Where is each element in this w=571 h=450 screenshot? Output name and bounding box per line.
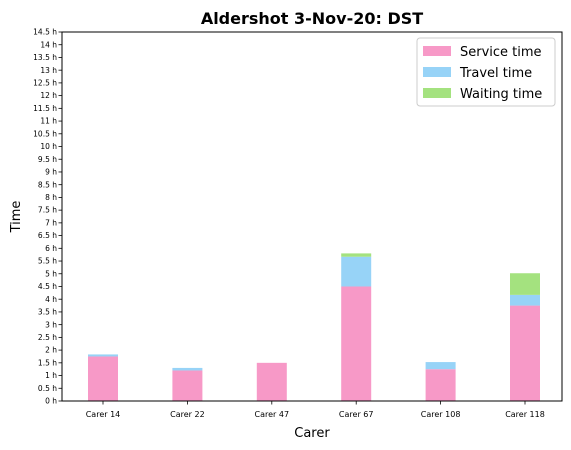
- bar-segment: [425, 362, 456, 370]
- bar-segment: [172, 370, 203, 401]
- y-tick-label: 5 h: [45, 269, 57, 278]
- y-tick-label: 9 h: [45, 168, 57, 177]
- y-axis-ticks: 0 h 0.5 h 1 h 1.5 h 2 h 2.5 h 3 h 3.5 h 4 h 4.5 h…: [33, 28, 62, 406]
- y-tick-label: 3.5 h: [38, 308, 57, 317]
- y-tick-label: 1 h: [45, 371, 57, 380]
- plot-frame: [61, 31, 563, 402]
- y-tick-label: 4 h: [45, 295, 57, 304]
- bar-segment: [88, 356, 118, 401]
- y-tick-label: 0.5 h: [38, 384, 57, 393]
- y-tick-label: 6 h: [45, 244, 57, 253]
- chart-title: Aldershot 3-Nov-20: DST: [201, 9, 423, 28]
- x-axis-ticks: Carer 14 Carer 22 Carer 47 Carer 67 Carer 10…: [86, 401, 545, 419]
- x-tick-label: Carer 47: [255, 410, 290, 419]
- x-axis-label: Carer: [294, 426, 330, 441]
- x-tick-label: Carer 67: [339, 410, 374, 419]
- y-tick-label: 11.5 h: [33, 104, 57, 113]
- y-tick-label: 4.5 h: [38, 282, 57, 291]
- y-tick-label: 2.5 h: [38, 333, 57, 342]
- y-tick-label: 0 h: [45, 397, 57, 406]
- bar-segment: [510, 305, 540, 401]
- y-tick-label: 12.5 h: [33, 78, 57, 87]
- y-tick-label: 14.5 h: [33, 28, 57, 37]
- y-tick-label: 5.5 h: [38, 257, 57, 266]
- x-tick-label: Carer 118: [505, 410, 545, 419]
- y-axis-label: Time: [9, 201, 24, 234]
- y-tick-label: 7 h: [45, 218, 57, 227]
- y-tick-label: 6.5 h: [38, 231, 57, 240]
- bar-segment: [341, 286, 372, 401]
- legend: Service time Travel time Waiting time: [416, 37, 556, 107]
- y-tick-label: 14 h: [40, 40, 57, 49]
- legend-swatch: [423, 67, 451, 77]
- bar-segment: [425, 369, 456, 401]
- bar-segment: [256, 362, 287, 401]
- y-tick-label: 12 h: [40, 91, 57, 100]
- legend-swatch: [423, 46, 451, 56]
- bar-segment: [510, 273, 540, 295]
- bars-group: [88, 253, 540, 401]
- legend-label: Service time: [460, 45, 542, 60]
- legend-label: Waiting time: [460, 87, 542, 102]
- y-tick-label: 13 h: [40, 66, 57, 75]
- bar-segment: [510, 294, 540, 306]
- bar-segment: [341, 253, 372, 257]
- y-tick-label: 1.5 h: [38, 358, 57, 367]
- y-tick-label: 9.5 h: [38, 155, 57, 164]
- legend-swatch: [423, 88, 451, 98]
- y-tick-label: 10 h: [40, 142, 57, 151]
- legend-box: [416, 37, 556, 107]
- y-tick-label: 10.5 h: [33, 129, 57, 138]
- bar-segment: [341, 256, 372, 287]
- y-tick-label: 8.5 h: [38, 180, 57, 189]
- y-tick-label: 11 h: [40, 117, 57, 126]
- y-tick-label: 13.5 h: [33, 53, 57, 62]
- x-tick-label: Carer 108: [421, 410, 461, 419]
- x-tick-label: Carer 22: [170, 410, 205, 419]
- bar-segment: [172, 367, 203, 371]
- y-tick-label: 3 h: [45, 320, 57, 329]
- legend-label: Travel time: [459, 66, 532, 81]
- x-tick-label: Carer 14: [86, 410, 121, 419]
- y-tick-label: 8 h: [45, 193, 57, 202]
- y-tick-label: 7.5 h: [38, 206, 57, 215]
- y-tick-label: 2 h: [45, 346, 57, 355]
- bar-segment: [88, 354, 118, 357]
